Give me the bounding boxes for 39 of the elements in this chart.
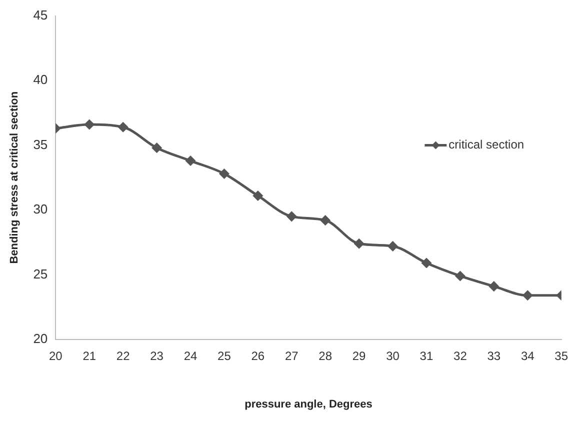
x-tick-label: 30: [386, 348, 400, 363]
x-tick-label: 26: [251, 348, 265, 363]
point: [422, 258, 432, 268]
point: [320, 216, 330, 226]
legend-label: critical section: [448, 138, 524, 152]
point: [118, 122, 128, 132]
point: [354, 238, 364, 248]
x-tick-label: 24: [184, 348, 198, 363]
y-tick-label: 35: [33, 136, 48, 152]
point: [286, 212, 296, 222]
point: [455, 271, 465, 281]
point: [253, 190, 263, 200]
point: [522, 290, 532, 300]
point: [388, 241, 398, 251]
point: [186, 156, 196, 166]
y-tick-label: 20: [33, 330, 48, 346]
x-axis-title: pressure angle, Degrees: [244, 398, 372, 410]
x-tick-label: 22: [116, 348, 130, 363]
point: [219, 168, 229, 178]
x-tick-label: 25: [218, 348, 232, 363]
y-tick-label: 25: [33, 266, 48, 282]
x-tick-label: 21: [82, 348, 96, 363]
point: [152, 143, 162, 153]
point: [489, 282, 499, 292]
y-tick-label: 45: [33, 7, 48, 22]
y-axis-title: Bending stress at critical section: [8, 91, 21, 264]
x-tick-label: 34: [520, 348, 535, 363]
y-tick-label: 40: [33, 72, 48, 88]
x-tick-label: 23: [150, 348, 164, 363]
x-tick-label: 28: [318, 348, 332, 363]
x-tick-label: 35: [554, 348, 568, 363]
y-tick-label: 30: [33, 202, 48, 217]
x-tick-label: 27: [284, 348, 299, 363]
x-tick-label: 29: [352, 348, 366, 363]
x-tick-label: 31: [420, 348, 434, 363]
point: [84, 120, 94, 130]
x-tick-label: 33: [487, 348, 501, 363]
x-tick-label: 32: [454, 348, 468, 363]
x-tick-label: 20: [48, 348, 63, 363]
